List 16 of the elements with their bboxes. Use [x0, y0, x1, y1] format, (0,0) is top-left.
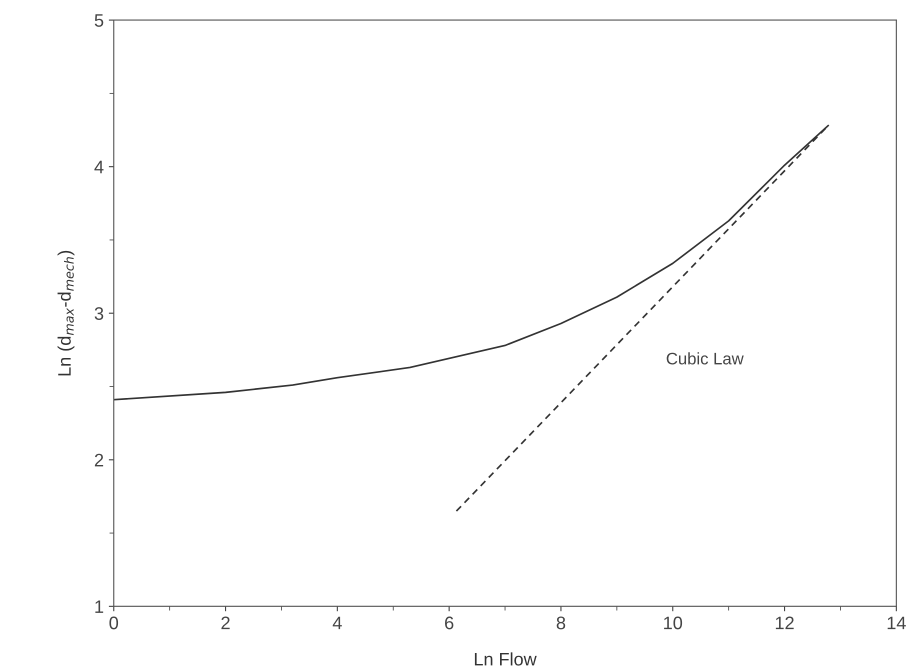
- x-tick-label: 8: [556, 616, 566, 630]
- x-tick-label: 10: [664, 616, 682, 630]
- x-tick-label: 12: [776, 616, 794, 630]
- x-axis-title: Ln Flow: [474, 652, 537, 666]
- x-tick-label: 4: [332, 616, 342, 630]
- x-tick-label: 2: [221, 616, 230, 630]
- y-tick-label: 3: [94, 307, 104, 320]
- x-tick-label: 14: [888, 616, 906, 630]
- y-tick-label: 4: [94, 160, 104, 174]
- y-tick-label: 2: [94, 454, 104, 466]
- y-axis-title: Ln (d$_{max}$-d$_{mech}$): [58, 250, 74, 376]
- x-tick-label: 6: [445, 616, 454, 630]
- x-tick-label: 0: [109, 616, 118, 630]
- y-tick-label: 5: [94, 14, 104, 27]
- text: Cubic Law: [666, 352, 744, 364]
- y-tick-label: 1: [95, 600, 104, 613]
